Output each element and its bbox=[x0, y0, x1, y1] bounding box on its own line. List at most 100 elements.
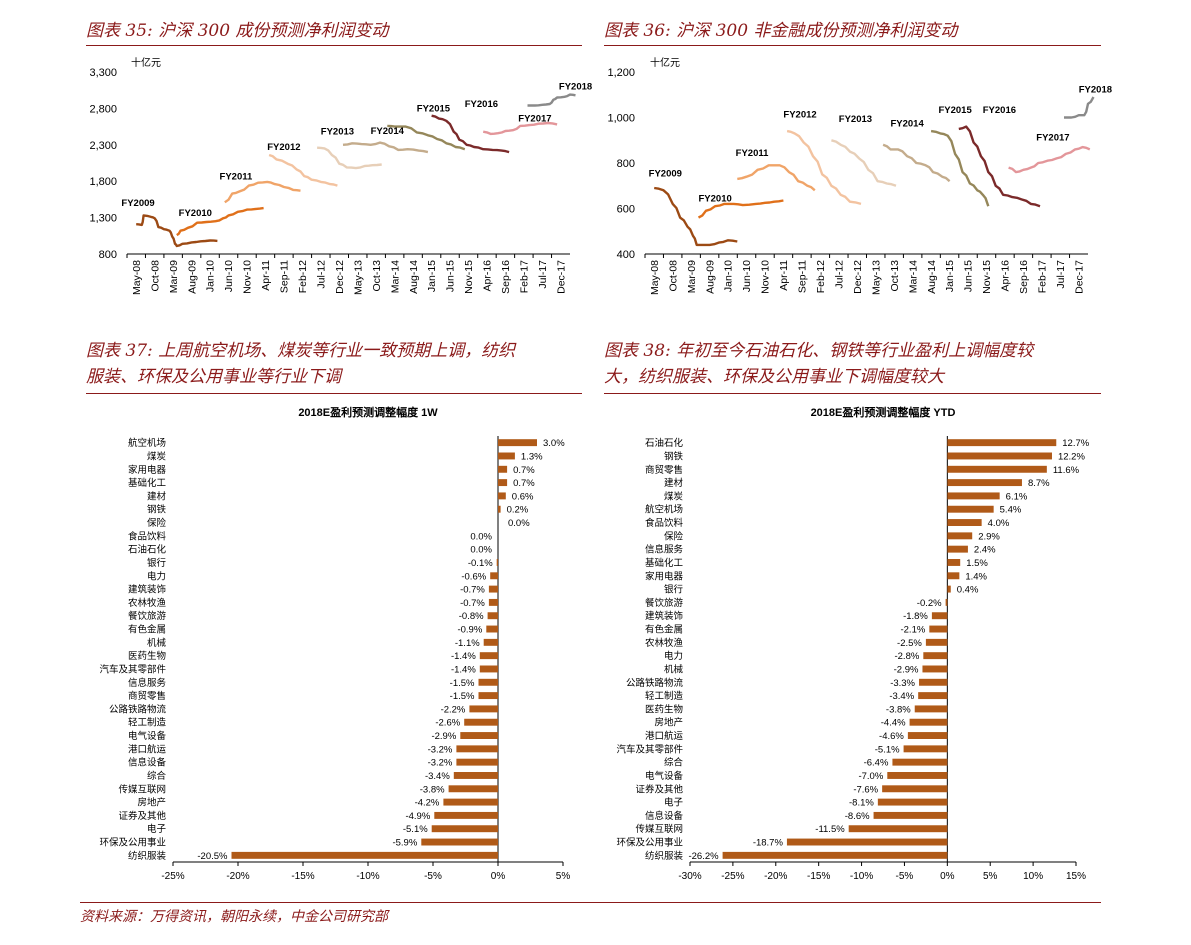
source-rule bbox=[80, 902, 1101, 903]
c36-x-tick: Jan-10 bbox=[723, 260, 735, 292]
c37-bar bbox=[498, 492, 506, 500]
c37-chart-title: 2018E盈利预测调整幅度 1W bbox=[298, 405, 438, 419]
c36-series-label: FY2011 bbox=[736, 148, 769, 159]
c38-category-label: 轻工制造 bbox=[645, 690, 684, 702]
c37-bar bbox=[456, 758, 498, 766]
c37-bar bbox=[483, 638, 498, 646]
c36-series-fy2011 bbox=[737, 164, 816, 192]
c38-category-label: 餐饮旅游 bbox=[645, 597, 684, 609]
c35-series-label: FY2016 bbox=[465, 99, 498, 110]
c37-category-label: 保险 bbox=[147, 517, 167, 529]
c37-category-label: 食品饮料 bbox=[128, 530, 167, 542]
c37-category-label: 机械 bbox=[147, 637, 167, 649]
c38-category-label: 纺织服装 bbox=[645, 850, 684, 862]
c37-bar bbox=[498, 505, 501, 513]
c38-bar bbox=[947, 532, 973, 540]
c37-data-label: -3.4% bbox=[425, 771, 450, 782]
c37-data-label: 3.0% bbox=[543, 438, 565, 449]
c36-x-tick: Feb-12 bbox=[815, 260, 827, 293]
c35-y-tick: 2,300 bbox=[89, 140, 117, 152]
c37-category-label: 信息服务 bbox=[128, 677, 167, 689]
chart35-title-rule bbox=[86, 45, 582, 46]
c38-category-label: 钢铁 bbox=[664, 450, 684, 462]
c38-bar bbox=[947, 465, 1047, 473]
c38-x-tick: 5% bbox=[983, 871, 998, 882]
c35-x-tick: May-13 bbox=[352, 260, 364, 295]
c38-category-label: 公路铁路物流 bbox=[626, 677, 684, 689]
c37-data-label: 0.6% bbox=[512, 491, 534, 502]
c38-chart-title: 2018E盈利预测调整幅度 YTD bbox=[811, 405, 956, 419]
c38-bar bbox=[903, 745, 948, 753]
c35-series-fy2011 bbox=[224, 180, 301, 204]
c35-series-label: FY2013 bbox=[321, 127, 354, 138]
c36-x-tick: Feb-17 bbox=[1037, 260, 1049, 293]
c38-data-label: 2.4% bbox=[974, 545, 996, 556]
c38-category-label: 电气设备 bbox=[645, 770, 684, 782]
c38-data-label: 1.5% bbox=[966, 558, 988, 569]
c37-category-label: 综合 bbox=[147, 770, 167, 782]
c36-x-tick: Sep-11 bbox=[797, 260, 809, 293]
c37-data-label: -0.9% bbox=[457, 625, 482, 636]
c36-y-tick: 1,200 bbox=[607, 67, 635, 79]
c38-category-label: 汽车及其零部件 bbox=[616, 743, 683, 755]
c37-category-label: 农林牧渔 bbox=[128, 597, 167, 609]
c38-data-label: 11.6% bbox=[1053, 465, 1080, 476]
c37-category-label: 信息设备 bbox=[128, 757, 167, 769]
c37-bar bbox=[478, 692, 498, 700]
c37-category-label: 汽车及其零部件 bbox=[99, 663, 166, 675]
c38-data-label: -18.7% bbox=[753, 838, 784, 849]
c37-data-label: -2.6% bbox=[435, 718, 460, 729]
c36-x-tick: May-08 bbox=[649, 260, 661, 295]
c37-category-label: 基础化工 bbox=[128, 477, 167, 489]
c38-category-label: 煤炭 bbox=[664, 490, 684, 502]
c38-bar bbox=[931, 612, 948, 620]
c35-x-tick: Aug-09 bbox=[186, 260, 198, 294]
c37-data-label: -1.5% bbox=[450, 678, 475, 689]
c38-category-label: 港口航运 bbox=[645, 730, 684, 742]
c35-x-tick: Jun-10 bbox=[223, 260, 235, 292]
c35-x-tick: Feb-17 bbox=[519, 260, 531, 293]
c37-category-label: 商贸零售 bbox=[128, 690, 166, 702]
c36-series-fy2010 bbox=[697, 199, 784, 219]
c38-category-label: 食品饮料 bbox=[645, 517, 684, 529]
c36-x-tick: Nov-10 bbox=[760, 260, 772, 294]
c37-data-label: -0.7% bbox=[460, 598, 485, 609]
c36-series-label: FY2009 bbox=[649, 169, 682, 180]
c35-series-label: FY2014 bbox=[371, 126, 405, 137]
c36-x-tick: Oct-13 bbox=[889, 260, 901, 292]
c37-category-label: 公路铁路物流 bbox=[109, 703, 167, 715]
c37-bar bbox=[453, 772, 498, 779]
c38-data-label: 8.7% bbox=[1028, 478, 1050, 489]
c36-series-fy2015 bbox=[930, 129, 990, 207]
c37-x-tick: -20% bbox=[226, 871, 249, 882]
c38-bar bbox=[892, 758, 948, 766]
c37-category-label: 电气设备 bbox=[128, 730, 167, 742]
c38-category-label: 环保及公用事业 bbox=[616, 837, 683, 849]
c35-x-tick: Jan-10 bbox=[205, 260, 217, 292]
c38-data-label: -6.4% bbox=[864, 758, 889, 769]
c35-x-tick: Oct-13 bbox=[371, 260, 383, 292]
c38-data-label: 1.4% bbox=[965, 571, 987, 582]
c38-bar bbox=[887, 772, 948, 779]
c38-data-label: -4.6% bbox=[879, 731, 904, 742]
c37-category-label: 家用电器 bbox=[128, 464, 167, 476]
c38-data-label: -2.8% bbox=[894, 651, 919, 662]
c37-bar bbox=[460, 732, 498, 739]
c37-category-label: 房地产 bbox=[137, 797, 166, 809]
c35-series-fy2010 bbox=[176, 206, 264, 237]
c38-category-label: 石油石化 bbox=[645, 437, 684, 449]
c37-data-label: -1.5% bbox=[450, 691, 475, 702]
c36-x-tick: Jul-12 bbox=[833, 260, 845, 289]
c38-bar bbox=[947, 559, 961, 566]
c38-data-label: -11.5% bbox=[815, 824, 845, 835]
c38-category-label: 电子 bbox=[664, 797, 684, 809]
c38-data-label: 12.7% bbox=[1062, 438, 1089, 449]
c36-x-tick: May-13 bbox=[870, 260, 882, 295]
c37-data-label: -1.4% bbox=[451, 664, 476, 675]
c37-bar bbox=[464, 718, 498, 726]
c37-bar bbox=[456, 745, 498, 753]
c37-data-label: -5.1% bbox=[403, 824, 428, 835]
c37-category-label: 建材 bbox=[147, 490, 167, 502]
